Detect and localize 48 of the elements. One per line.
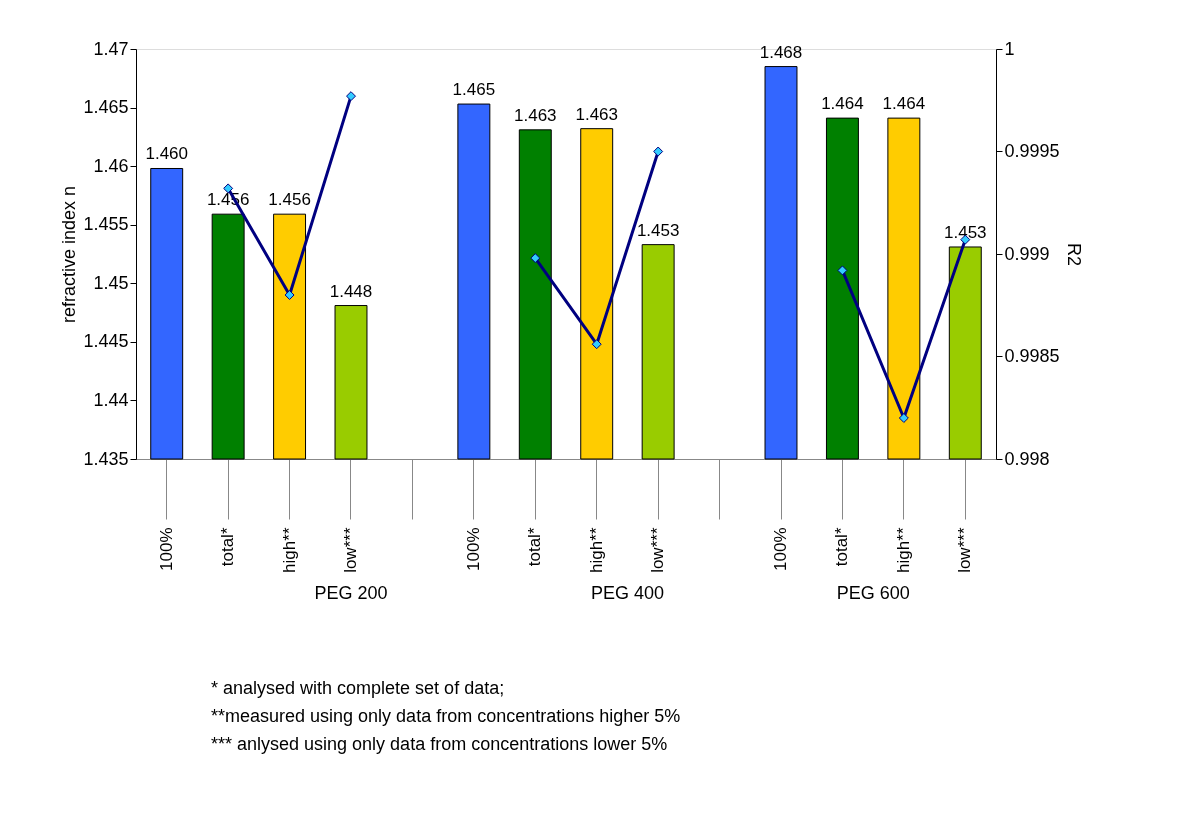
text: PEG 400 bbox=[590, 583, 664, 603]
x-tick-label: total* bbox=[832, 527, 852, 567]
data-label: 1.468 bbox=[759, 42, 803, 62]
text: *** anlysed using only data from concentrations lower 5% bbox=[211, 734, 668, 754]
y2-axis-title: R2 bbox=[1063, 242, 1084, 267]
y2-tick-label: 0.998 bbox=[1004, 448, 1050, 469]
x-tick-label: total* bbox=[525, 527, 545, 567]
data-label: 1.460 bbox=[145, 144, 188, 164]
data-label: 1.453 bbox=[944, 222, 987, 242]
y-tick-label: 1.45 bbox=[93, 272, 129, 293]
x-tick-label: total* bbox=[218, 527, 238, 567]
point bbox=[346, 91, 356, 102]
y-axis-title: refractive index n bbox=[59, 185, 80, 324]
y-tick-label: 1.445 bbox=[83, 331, 129, 352]
data-label: 1.464 bbox=[821, 94, 864, 114]
data-label: 1.464 bbox=[882, 94, 926, 114]
data-label: 1.463 bbox=[514, 105, 557, 125]
y2-tick-label: 0.999 bbox=[1004, 243, 1050, 264]
data-label: 1.456 bbox=[268, 190, 311, 210]
x-tick-label: low*** bbox=[955, 527, 975, 573]
data-label: 1.453 bbox=[636, 220, 680, 240]
x-tick-label: low*** bbox=[341, 527, 360, 573]
text: PEG 600 bbox=[836, 583, 910, 603]
x-tick-label: high** bbox=[893, 527, 913, 573]
y-tick-label: 1.455 bbox=[83, 214, 129, 235]
x-tick-label: high** bbox=[279, 527, 299, 573]
data-label: 1.465 bbox=[452, 80, 496, 100]
point bbox=[898, 413, 909, 423]
text: PEG 200 bbox=[314, 583, 388, 603]
y-tick-label: 1.46 bbox=[93, 155, 129, 176]
x-tick-label: 100% bbox=[156, 527, 176, 571]
x-tick-label: high** bbox=[586, 527, 606, 573]
data-label: 1.463 bbox=[575, 104, 618, 124]
y-tick-label: 1.47 bbox=[93, 38, 129, 59]
point bbox=[837, 265, 848, 276]
text: * analysed with complete set of data; bbox=[211, 678, 505, 698]
y2-tick-label: 0.9985 bbox=[1004, 346, 1060, 366]
y-tick-label: 1.44 bbox=[93, 389, 129, 410]
y2-tick-label: 0.9995 bbox=[1004, 141, 1060, 161]
y-tick-label: 1.435 bbox=[83, 448, 129, 469]
y2-tick-label: 1 bbox=[1004, 38, 1015, 59]
x-tick-label: 100% bbox=[771, 527, 790, 571]
text: **measured using only data from concentrations higher 5% bbox=[211, 706, 681, 726]
point bbox=[284, 290, 295, 300]
x-tick-label: 100% bbox=[463, 527, 483, 571]
y-tick-label: 1.465 bbox=[83, 97, 129, 118]
x-tick-label: low*** bbox=[648, 527, 668, 573]
data-label: 1.448 bbox=[329, 281, 373, 301]
